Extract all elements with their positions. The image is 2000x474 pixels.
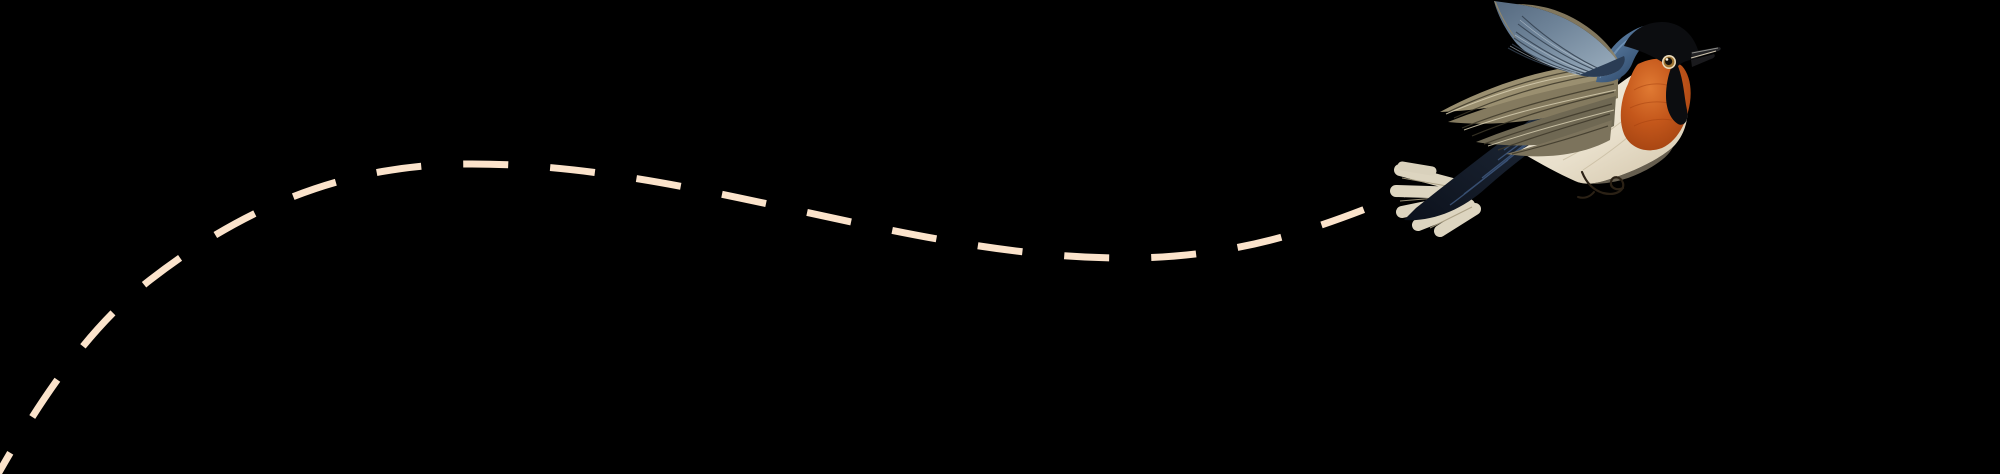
bird-far-wing [1440,62,1618,157]
bird-cap [1624,22,1700,125]
bird-claw [1577,170,1625,199]
bird-raised-wing [1494,1,1625,77]
flight-path-line [0,160,1410,474]
bird-wing-base-slate [1579,56,1625,77]
bird-tail-outer-white-tip [1397,161,1437,176]
bird-beak [1690,47,1721,67]
bird-eye [1662,55,1676,69]
swallow-bird-illustration: flying-swallow-illustration [1390,1,1721,237]
